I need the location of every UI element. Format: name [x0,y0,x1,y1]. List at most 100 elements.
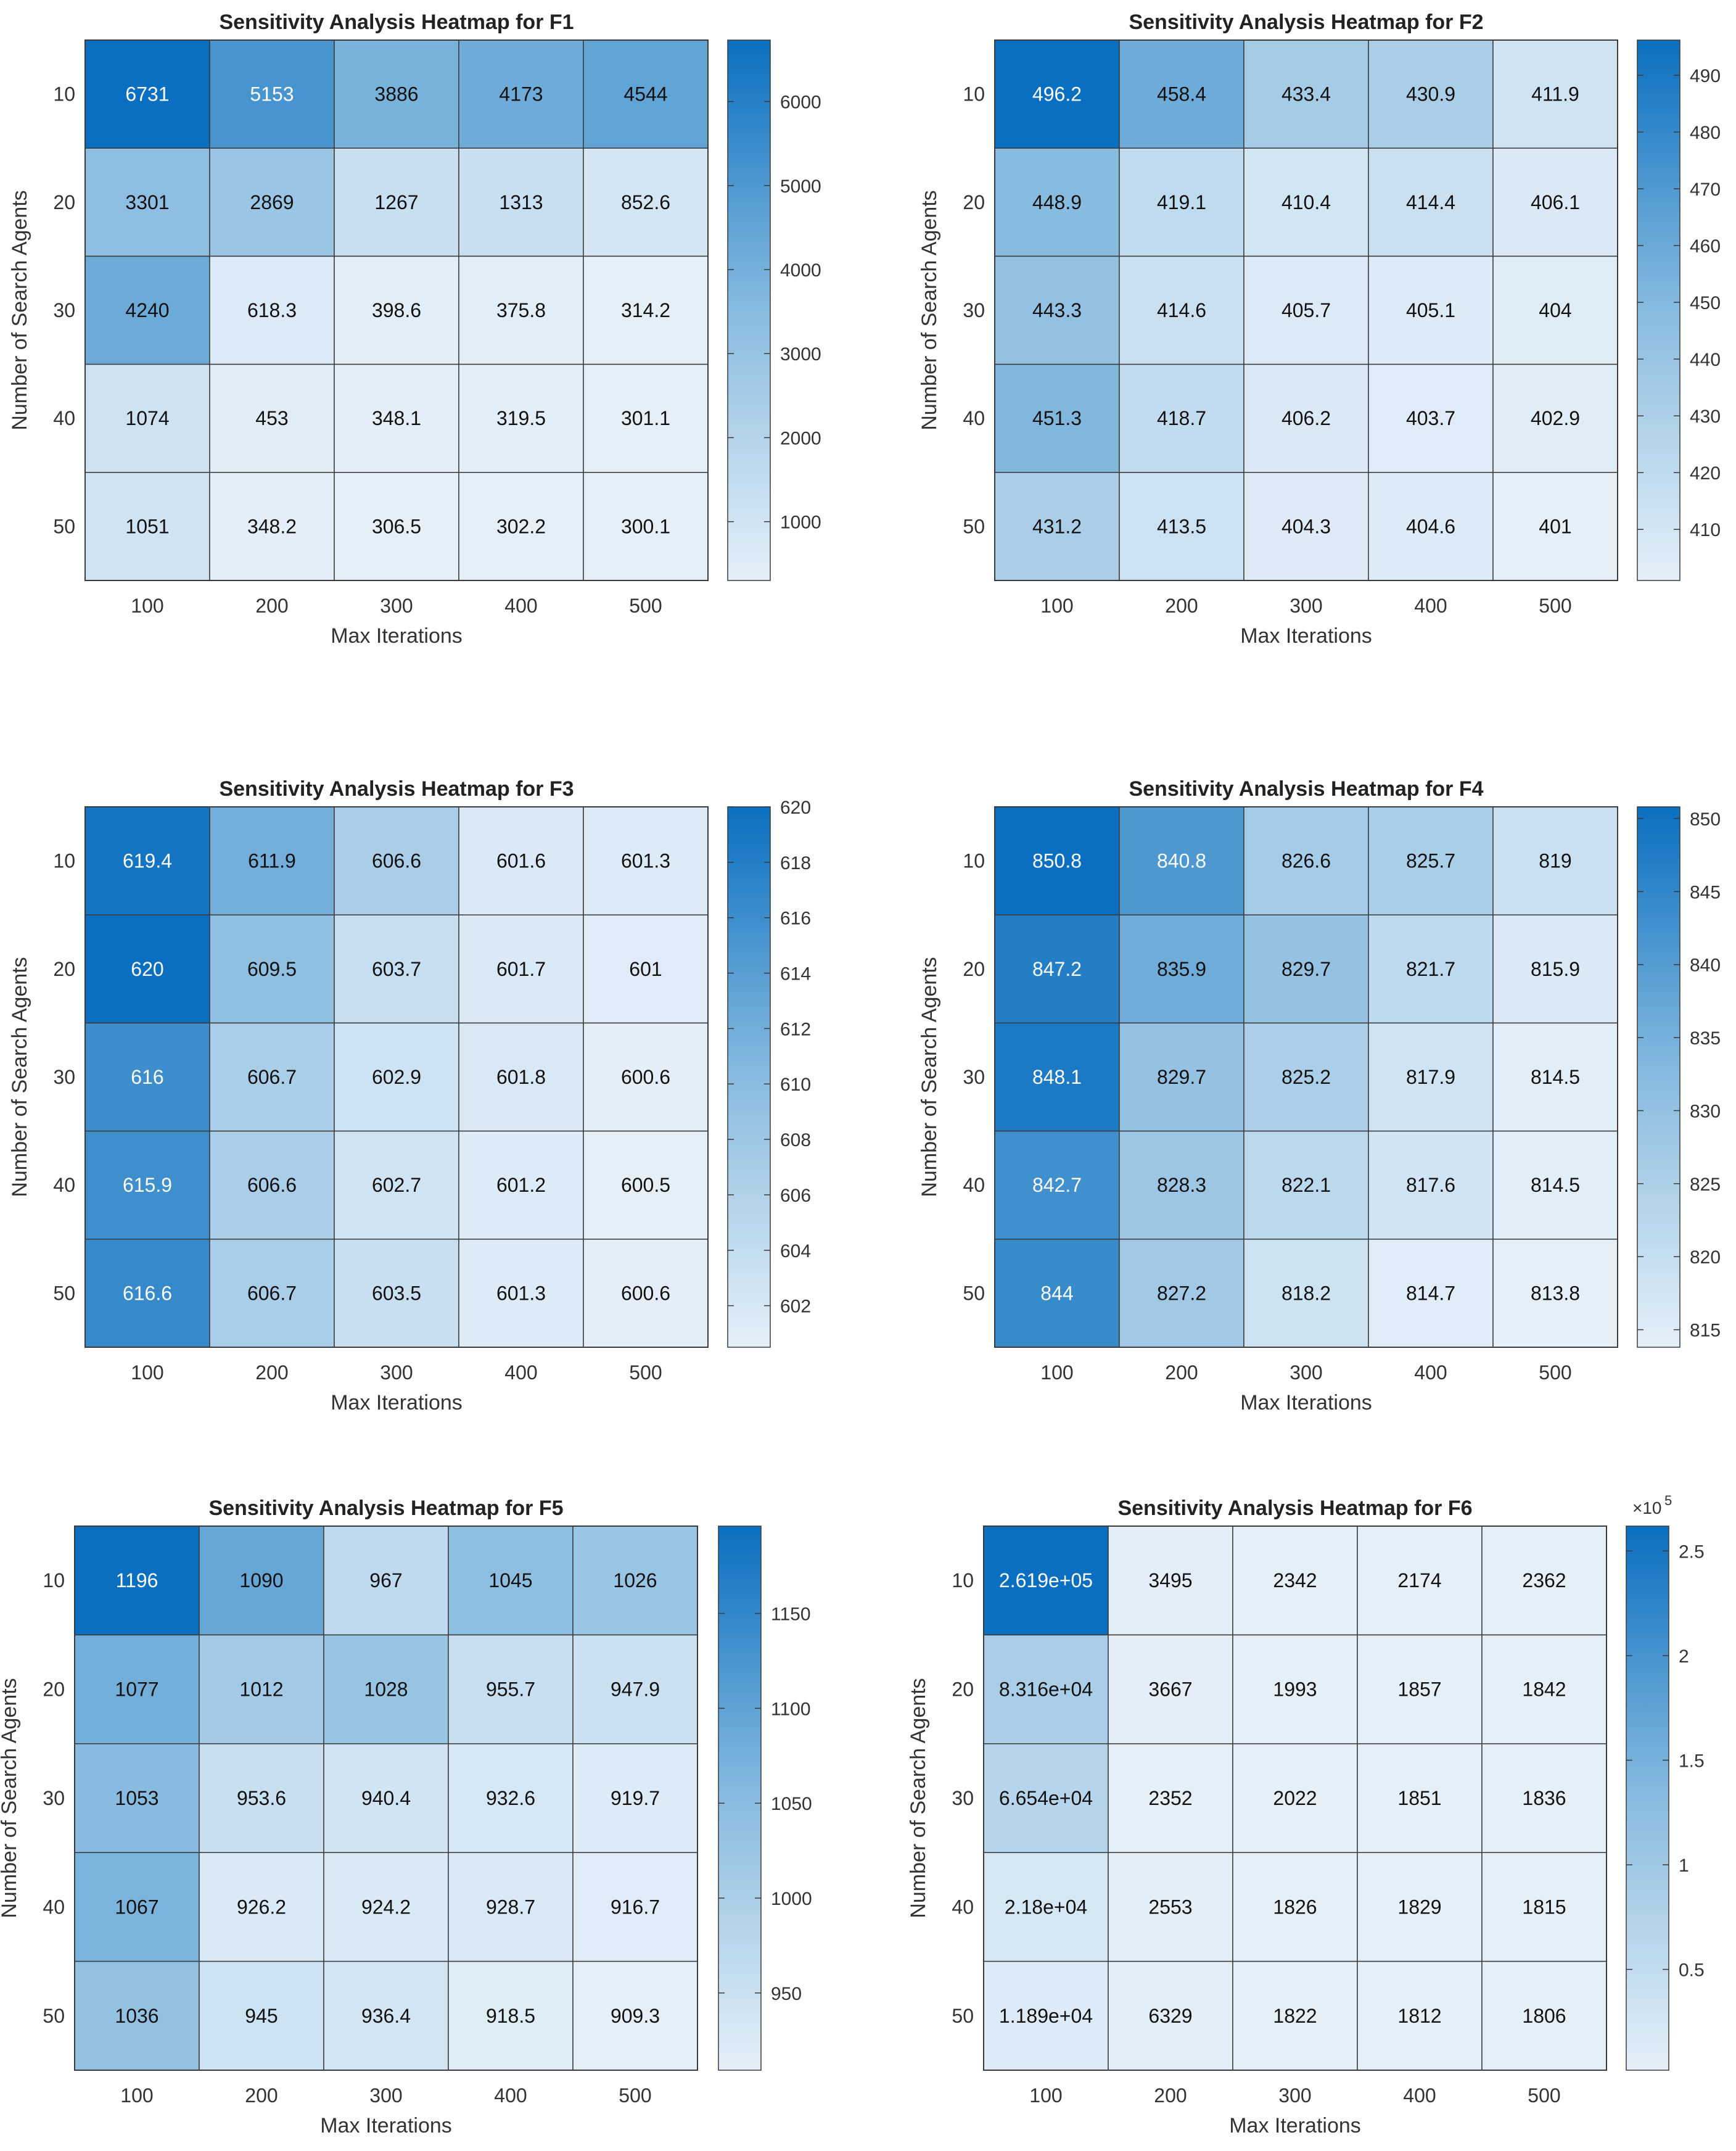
cell-label: 348.1 [372,407,421,429]
heatmap-cell [1232,1743,1358,1853]
cell-label: 2174 [1397,1569,1441,1592]
x-axis-label: Max Iterations [1229,2114,1361,2137]
colorbar-tick-label: 815 [1690,1321,1721,1341]
cell-label: 828.3 [1157,1174,1206,1196]
plot-frame [74,1526,698,2071]
cell-label: 827.2 [1157,1282,1206,1304]
y-tick-label: 50 [952,2005,974,2027]
heatmap-cell [1481,1634,1607,1744]
colorbar-tick-label: 950 [771,1984,802,2004]
plot-frame [994,39,1618,581]
heatmap-cell [1232,1634,1358,1744]
cell-label: 601.8 [496,1066,546,1088]
cell-label: 909.3 [611,2005,660,2027]
x-tick-label: 100 [131,595,163,617]
chart-title: Sensitivity Analysis Heatmap for F5 [208,1497,563,1520]
heatmap-cell [209,1022,335,1132]
cell-label: 406.2 [1281,407,1331,429]
x-tick-label: 300 [1278,2084,1311,2107]
x-tick-label: 100 [131,1361,163,1384]
y-tick-label: 10 [53,850,75,872]
y-tick-label: 50 [53,1282,75,1304]
cell-label: 818.2 [1281,1282,1331,1304]
heatmap-cell [1368,914,1494,1024]
cell-label: 433.4 [1281,83,1331,105]
colorbar-tick-label: 440 [1690,350,1721,370]
cell-label: 1812 [1397,2005,1441,2027]
cell-label: 606.7 [247,1282,297,1304]
x-tick-label: 300 [1290,595,1322,617]
cell-label: 924.2 [361,1896,411,1918]
cell-label: 306.5 [372,515,421,537]
heatmap-cell [1492,363,1618,473]
colorbar-tick-label: 612 [780,1019,811,1039]
colorbar-tick-label: 4000 [780,260,821,281]
heatmap-cell [1119,39,1244,149]
chart-title: Sensitivity Analysis Heatmap for F6 [1117,1497,1472,1520]
x-tick-label: 100 [1040,1361,1073,1384]
cell-label: 829.7 [1281,958,1331,980]
colorbar-tick-label: 470 [1690,180,1721,200]
heatmap-cell [983,1960,1109,2071]
y-axis-label: Number of Search Agents [8,190,31,430]
cell-label: 406.1 [1531,191,1580,213]
x-tick-label: 200 [1165,595,1198,617]
x-axis-label: Max Iterations [320,2114,452,2137]
y-tick-label: 30 [43,1787,65,1809]
cell-label: 601.2 [496,1174,546,1196]
cell-label: 300.1 [621,515,670,537]
cell-label: 443.3 [1032,299,1082,321]
cell-label: 932.6 [486,1787,535,1809]
heatmap-cell [1492,1239,1618,1348]
cell-label: 404.3 [1281,515,1331,537]
cell-label: 919.7 [611,1787,660,1809]
cell-label: 600.5 [621,1174,670,1196]
heatmap-cell [458,39,584,149]
heatmap-cell [334,472,459,581]
cell-label: 6731 [125,83,169,105]
heatmap-cell [1492,1022,1618,1132]
cell-label: 405.7 [1281,299,1331,321]
colorbar-tick-label: 1150 [771,1604,811,1625]
colorbar [718,1526,762,2071]
cell-label: 829.7 [1157,1066,1206,1088]
heatmap-cell [74,1743,200,1853]
colorbar-tick-label: 460 [1690,236,1721,257]
colorbar-tick-label: 618 [780,853,811,873]
colorbar-tick-label: 840 [1690,956,1721,976]
cell-label: 601.7 [496,958,546,980]
y-tick-label: 50 [53,515,75,537]
colorbar-tick-label: 1050 [771,1794,812,1814]
cell-label: 814.7 [1406,1282,1455,1304]
y-tick-label: 50 [963,515,985,537]
heatmap-cell [199,1960,324,2071]
heatmap-cell [1108,1852,1233,1962]
cell-label: 448.9 [1032,191,1082,213]
colorbar-tick-label: 845 [1690,882,1721,902]
y-tick-label: 10 [963,850,985,872]
cell-label: 842.7 [1032,1174,1082,1196]
heatmap-cell [1357,1852,1483,1962]
heatmap-cell [458,1130,584,1240]
cell-label: 1842 [1522,1678,1566,1701]
colorbar-tick-label: 825 [1690,1175,1721,1195]
x-tick-label: 100 [1029,2084,1062,2107]
cell-label: 835.9 [1157,958,1206,980]
y-axis-label: Number of Search Agents [0,1678,21,1918]
heatmap-cell [994,39,1120,149]
cell-label: 821.7 [1406,958,1455,980]
colorbar-tick-label: 420 [1690,463,1721,484]
heatmap-cell [583,914,709,1024]
heatmap-cell [1492,472,1618,581]
cell-label: 1026 [613,1569,657,1592]
cell-label: 6329 [1148,2005,1192,2027]
cell-label: 603.7 [372,958,421,980]
colorbar-tick-label: 604 [780,1241,811,1261]
cell-label: 401 [1539,515,1571,537]
heatmap-cell [583,806,709,915]
chart-title: Sensitivity Analysis Heatmap for F2 [1129,10,1483,34]
cell-label: 918.5 [486,2005,535,2027]
cell-label: 410.4 [1281,191,1331,213]
colorbar-tick-label: 830 [1690,1101,1721,1121]
